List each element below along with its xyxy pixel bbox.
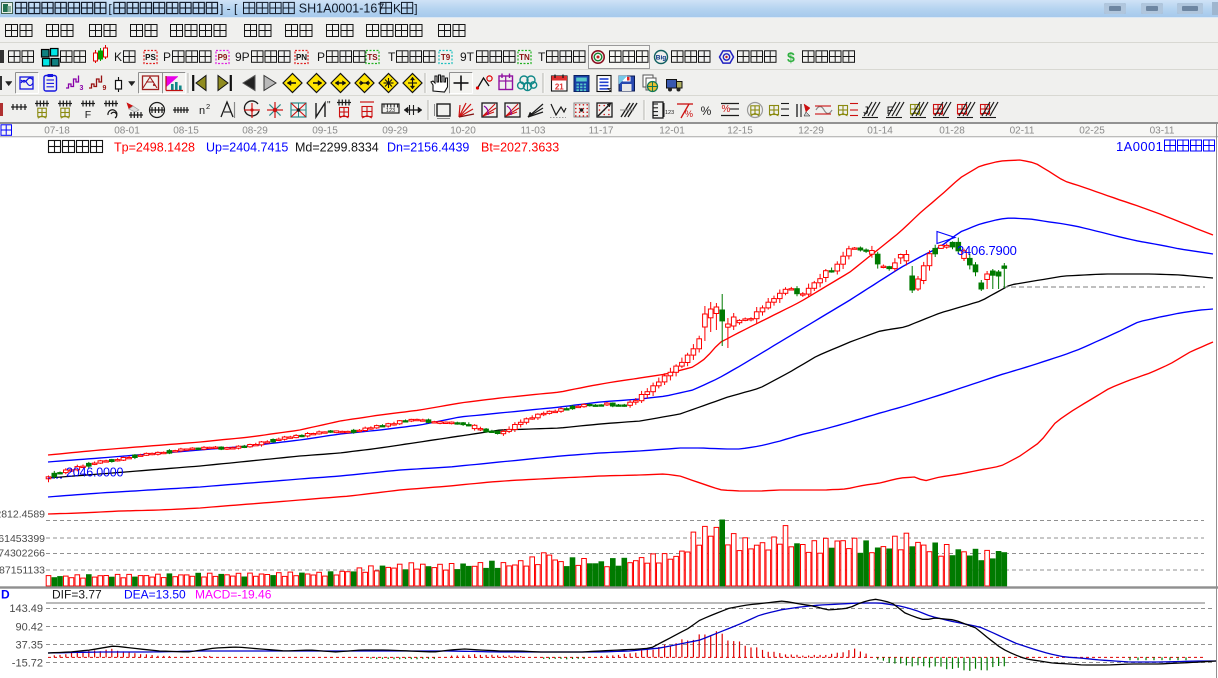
svg-text:PS: PS	[145, 53, 156, 62]
svg-text:DEA=13.50: DEA=13.50	[124, 588, 186, 602]
svg-text:2: 2	[206, 102, 210, 111]
svg-text:n: n	[199, 105, 205, 117]
svg-text:TS: TS	[367, 53, 378, 62]
svg-text:02-25: 02-25	[1079, 126, 1105, 137]
svg-text:09-29: 09-29	[382, 126, 408, 137]
svg-text:P9: P9	[218, 53, 228, 62]
svg-text:1A0001: 1A0001	[1116, 139, 1163, 154]
svg-text:P: P	[317, 50, 325, 64]
svg-text:01-28: 01-28	[939, 126, 965, 137]
svg-text:F: F	[85, 109, 91, 121]
svg-text:37.35: 37.35	[15, 640, 43, 652]
svg-text:-15.72: -15.72	[12, 658, 43, 670]
svg-text:Md=2299.8334: Md=2299.8334	[295, 141, 379, 155]
svg-text:DIF=3.77: DIF=3.77	[52, 588, 102, 602]
svg-text:] - [: ] - [	[220, 2, 238, 16]
svg-text:$: $	[787, 49, 795, 65]
svg-text:2812.4589: 2812.4589	[0, 509, 45, 521]
svg-text:Big: Big	[656, 55, 667, 62]
svg-text:T: T	[388, 50, 396, 64]
svg-text:%: %	[685, 109, 693, 119]
svg-text:08-15: 08-15	[173, 126, 199, 137]
svg-text:12-01: 12-01	[659, 126, 685, 137]
svg-text:90.42: 90.42	[15, 622, 43, 634]
svg-text:09-15: 09-15	[312, 126, 338, 137]
svg-text:12-29: 12-29	[798, 126, 824, 137]
svg-text:10-20: 10-20	[450, 126, 476, 137]
svg-text:123: 123	[665, 110, 674, 116]
svg-text:TN: TN	[519, 53, 530, 62]
svg-text:Bt=2027.3633: Bt=2027.3633	[481, 141, 559, 155]
svg-text:11-17: 11-17	[589, 126, 614, 137]
svg-text:K: K	[393, 2, 401, 16]
svg-text:": "	[327, 100, 331, 111]
svg-text:P: P	[163, 50, 171, 64]
svg-text:9P: 9P	[235, 50, 250, 64]
svg-text:03-11: 03-11	[1150, 126, 1175, 137]
svg-text:561453399: 561453399	[0, 533, 45, 545]
svg-text:2046.0000: 2046.0000	[66, 466, 124, 480]
svg-text:Tp=2498.1428: Tp=2498.1428	[114, 141, 195, 155]
svg-text:%: %	[722, 104, 731, 115]
svg-text:187151133: 187151133	[0, 565, 45, 577]
svg-text:08-01: 08-01	[114, 126, 140, 137]
svg-text:9T: 9T	[460, 50, 475, 64]
svg-text:11-03: 11-03	[521, 126, 546, 137]
svg-text:T: T	[538, 50, 546, 64]
svg-text:J: J	[863, 105, 869, 117]
svg-text:%: %	[701, 104, 712, 118]
svg-text:21: 21	[555, 83, 564, 92]
svg-text:F: F	[887, 105, 894, 117]
svg-text:02-11: 02-11	[1010, 126, 1035, 137]
svg-text:PN: PN	[296, 53, 307, 62]
svg-text:374302266: 374302266	[0, 548, 45, 560]
svg-text:Dn=2156.4439: Dn=2156.4439	[387, 141, 469, 155]
svg-text:08-29: 08-29	[242, 126, 268, 137]
svg-text:[: [	[108, 2, 112, 16]
svg-text:3406.7900: 3406.7900	[957, 243, 1017, 258]
svg-text:D: D	[1, 588, 10, 602]
svg-text:T9: T9	[441, 53, 451, 62]
svg-text:Up=2404.7415: Up=2404.7415	[206, 141, 288, 155]
svg-text:MACD=-19.46: MACD=-19.46	[195, 588, 272, 602]
svg-text:143.49: 143.49	[9, 603, 43, 615]
svg-text:07-18: 07-18	[44, 126, 70, 137]
svg-text:123: 123	[386, 108, 395, 114]
svg-text:12-15: 12-15	[727, 126, 753, 137]
svg-text:3: 3	[80, 85, 84, 92]
svg-text:9: 9	[103, 85, 107, 92]
svg-text:01-14: 01-14	[867, 126, 893, 137]
svg-text:]: ]	[414, 2, 417, 16]
svg-text:K: K	[114, 50, 122, 64]
svg-text:SH1A0001-167: SH1A0001-167	[299, 2, 385, 16]
